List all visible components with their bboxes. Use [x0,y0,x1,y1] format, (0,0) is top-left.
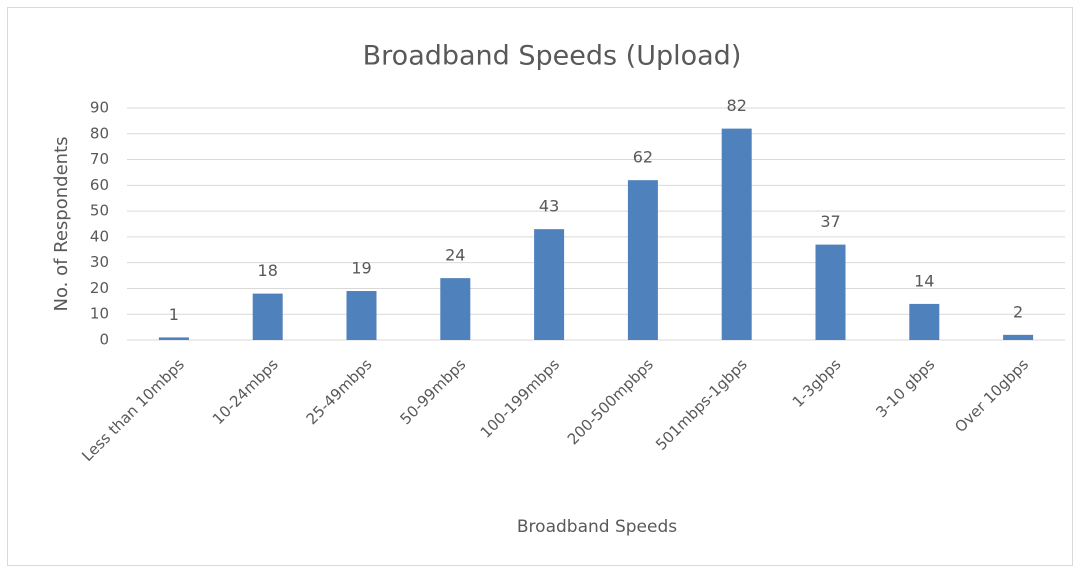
data-label: 14 [914,271,934,290]
data-label: 37 [820,212,840,231]
bar [627,180,658,340]
chart-title: Broadband Speeds (Upload) [363,41,742,72]
data-label: 19 [351,259,371,278]
bar [158,337,189,340]
data-label: 2 [1013,302,1023,321]
bar [1003,334,1034,340]
y-tick-label: 30 [90,253,109,271]
y-tick-label: 80 [90,124,109,142]
bar [346,291,377,340]
data-label: 1 [169,305,179,324]
y-tick-label: 10 [90,305,109,323]
y-tick-label: 70 [90,150,109,168]
y-tick-label: 40 [90,227,109,245]
data-label: 62 [633,148,653,167]
y-tick-label: 90 [90,99,109,117]
data-label: 18 [258,261,278,280]
y-tick-label: 60 [90,176,109,194]
y-tick-label: 20 [90,279,109,297]
bar [815,244,846,340]
x-axis-label: Broadband Speeds [517,517,677,537]
bar [909,303,940,340]
bar [252,293,283,340]
data-label: 24 [445,246,465,265]
bar [721,128,752,340]
y-tick-label: 50 [90,202,109,220]
data-label: 82 [727,96,747,115]
bar [534,229,565,340]
data-label: 43 [539,197,559,216]
y-tick-label: 0 [99,331,109,349]
y-axis-label: No. of Respondents [51,136,72,311]
bar [440,278,471,340]
